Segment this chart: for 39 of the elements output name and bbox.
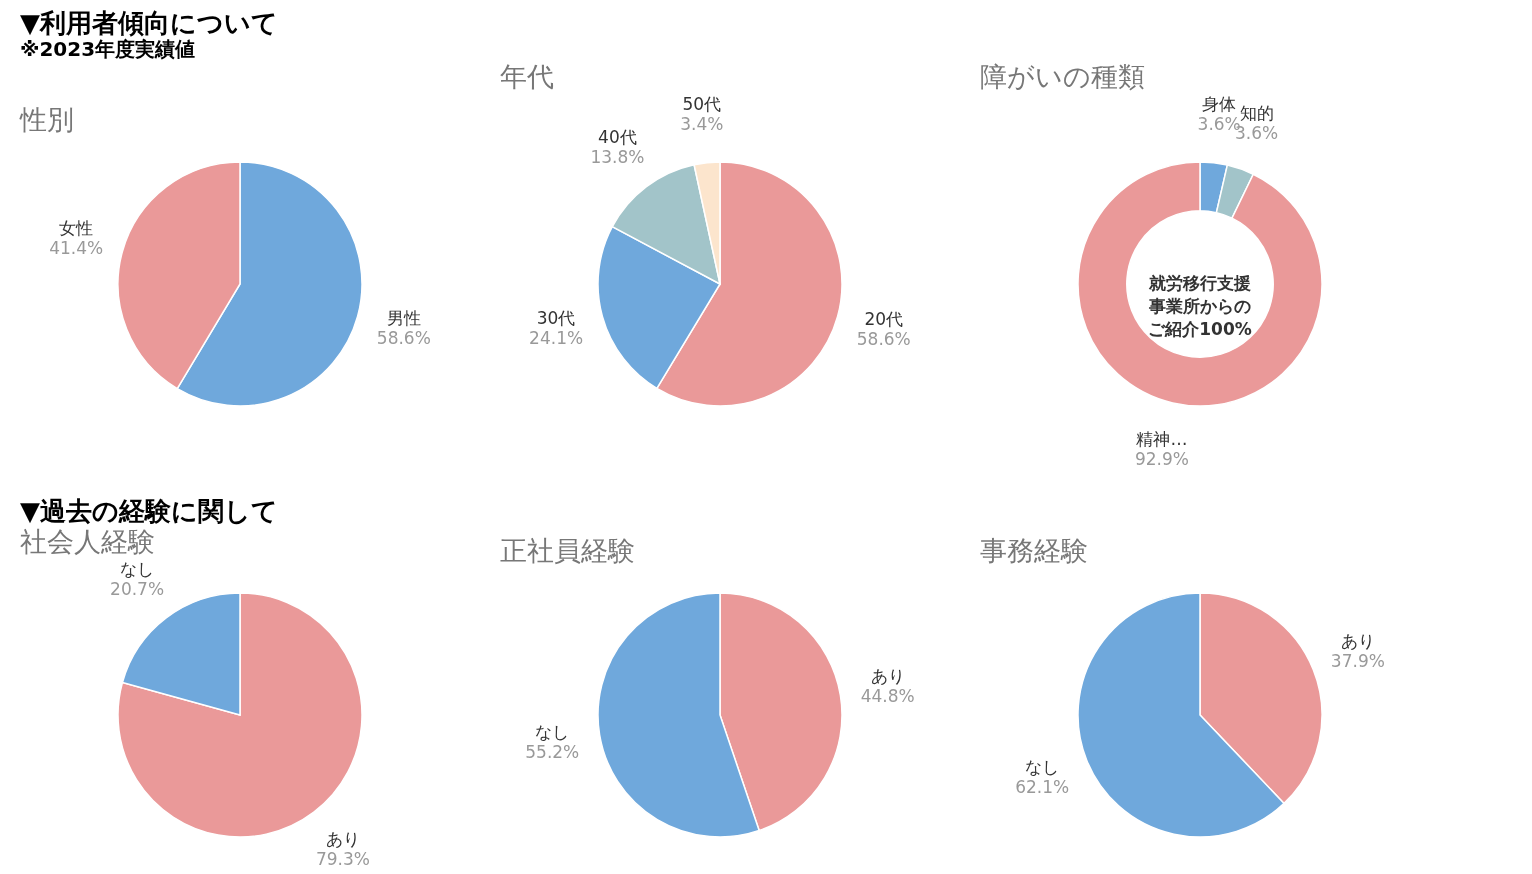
slice-label: 30代 — [536, 308, 576, 329]
slice-label: 50代 — [682, 93, 722, 114]
slice-label: あり — [325, 829, 360, 850]
data-label: 37.9% — [1330, 650, 1385, 671]
slice-label: なし — [535, 721, 570, 742]
chart-title: 障がいの種類 — [980, 61, 1145, 93]
text: ▼過去の経験に関して — [20, 495, 278, 526]
chart-title: 社会人経験 — [20, 525, 155, 557]
slice-label: 身体 — [1202, 94, 1237, 115]
slice-label: なし — [1025, 757, 1060, 778]
data-label: 41.4% — [49, 237, 104, 258]
chart-title: 正社員経験 — [500, 535, 635, 566]
slice-label: なし — [120, 558, 155, 579]
data-label: 92.9% — [1134, 448, 1189, 469]
data-label: 13.8% — [590, 147, 645, 168]
data-label: 3.4% — [680, 113, 724, 134]
data-label: 55.2% — [525, 741, 580, 762]
data-label: 79.3% — [315, 849, 370, 870]
data-label: 24.1% — [529, 328, 584, 349]
data-label: 58.6% — [376, 328, 431, 349]
data-label: 58.6% — [856, 328, 911, 349]
slice-label: あり — [870, 666, 905, 687]
chart-title: 事務経験 — [980, 535, 1088, 566]
data-label: 44.8% — [860, 686, 915, 707]
slice-label: 精神… — [1136, 428, 1188, 449]
data-label: 62.1% — [1015, 777, 1070, 798]
slice-label: 女性 — [59, 217, 94, 238]
slice-label: 20代 — [864, 308, 904, 329]
chart-title: 年代 — [500, 60, 554, 92]
slice-label: 知的 — [1239, 102, 1274, 123]
donut-slice — [1077, 161, 1323, 407]
text: 就労移行支援事業所からのご紹介100% — [1148, 273, 1252, 339]
data-label: 20.7% — [110, 578, 165, 599]
slice-label: 男性 — [386, 308, 421, 329]
chart-title: 性別 — [19, 104, 74, 135]
text: ※2023年度実績値 — [20, 36, 196, 61]
slice-label: 40代 — [598, 127, 637, 148]
slice-label: あり — [1340, 630, 1375, 651]
text: ▼利用者傾向について — [20, 7, 278, 38]
